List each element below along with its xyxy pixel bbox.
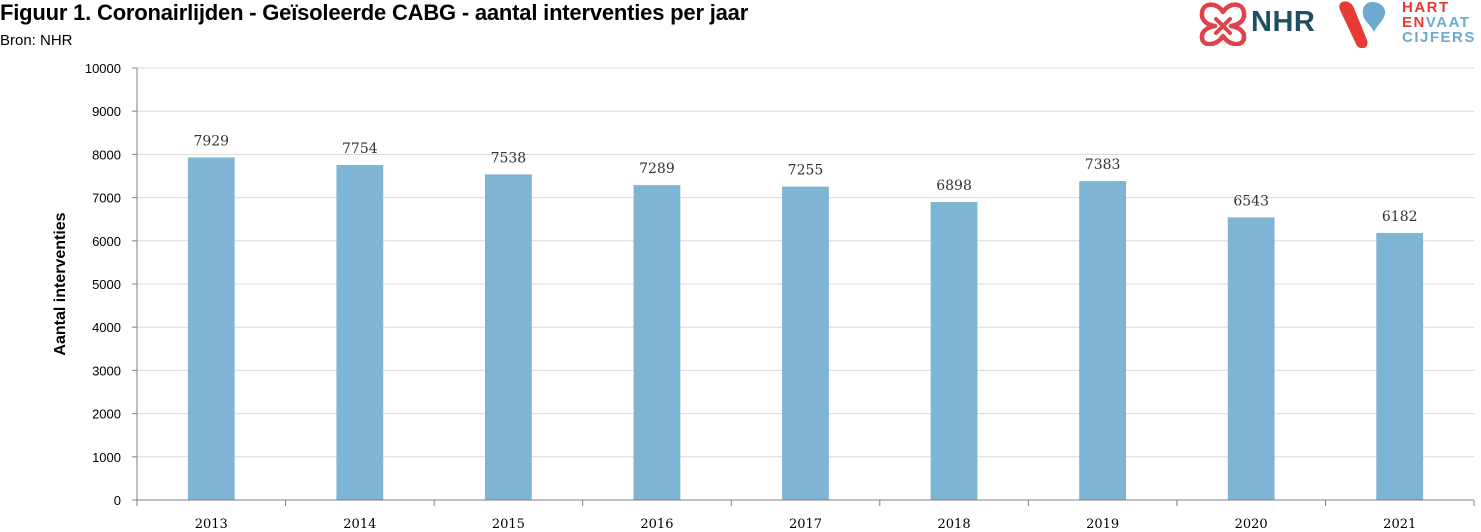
y-tick-label: 5000 bbox=[92, 277, 121, 292]
y-tick-label: 8000 bbox=[92, 147, 121, 162]
hartenvaatcijfers-logo: HART ENVAAT CIJFERS bbox=[1336, 0, 1481, 49]
data-label-2020: 6543 bbox=[1233, 193, 1269, 209]
hart-logo-line3: CIJFERS bbox=[1402, 29, 1476, 46]
x-tick-label-2016: 2016 bbox=[640, 517, 673, 532]
y-tick-label: 0 bbox=[114, 493, 121, 508]
x-tick-label-2018: 2018 bbox=[938, 517, 971, 532]
nhr-heart-icon bbox=[1199, 2, 1247, 47]
x-tick-label-2015: 2015 bbox=[492, 517, 525, 532]
y-tick-label: 3000 bbox=[92, 363, 121, 378]
x-tick-label-2020: 2020 bbox=[1235, 517, 1268, 532]
data-label-2017: 7255 bbox=[788, 163, 824, 179]
data-labels: 7929 7754 7538 7289 7255 6898 7383 6543 6182 bbox=[193, 133, 1417, 224]
bar-2021 bbox=[1376, 232, 1424, 500]
y-tick-label: 1000 bbox=[92, 450, 121, 465]
bar-2014 bbox=[336, 165, 384, 500]
bar-2016 bbox=[633, 185, 681, 500]
data-label-2013: 7929 bbox=[193, 133, 229, 149]
hart-vaat-icon bbox=[1339, 1, 1386, 49]
y-tick-label: 6000 bbox=[92, 234, 121, 249]
bar-2018 bbox=[930, 202, 978, 500]
chart-title: Figuur 1. Coronairlijden - Geïsoleerde C… bbox=[0, 0, 749, 25]
x-tick-label-2021: 2021 bbox=[1383, 517, 1416, 532]
bar-2013 bbox=[187, 157, 235, 500]
bar-2015 bbox=[484, 174, 532, 500]
y-tick-label: 2000 bbox=[92, 407, 121, 422]
x-axis-categories: 2013 2014 2015 2016 2017 2018 2019 2020 2021 bbox=[136, 500, 1475, 532]
x-tick-label-2014: 2014 bbox=[343, 517, 376, 532]
data-label-2021: 6182 bbox=[1382, 209, 1418, 225]
y-tick-label: 9000 bbox=[92, 104, 121, 119]
data-label-2019: 7383 bbox=[1085, 157, 1121, 173]
data-label-2018: 6898 bbox=[936, 178, 972, 194]
x-tick-label-2013: 2013 bbox=[195, 517, 228, 532]
bar-2017 bbox=[782, 186, 829, 501]
data-label-2016: 7289 bbox=[639, 161, 675, 177]
bar-2019 bbox=[1079, 181, 1127, 501]
hart-logo-text: HART ENVAAT CIJFERS bbox=[1402, 0, 1476, 45]
bars bbox=[187, 157, 1424, 501]
y-tick-label: 4000 bbox=[92, 320, 121, 335]
y-tick-label: 10000 bbox=[85, 61, 121, 76]
chart-source: Bron: NHR bbox=[0, 32, 73, 49]
x-tick-label-2017: 2017 bbox=[789, 517, 822, 532]
y-axis-label: Aantal interventies bbox=[52, 212, 69, 355]
hart-logo-line1: HART bbox=[1402, 0, 1450, 16]
data-label-2015: 7538 bbox=[491, 150, 527, 166]
nhr-logo: NHR bbox=[1197, 0, 1327, 47]
x-tick-label-2019: 2019 bbox=[1086, 517, 1119, 532]
nhr-logo-text: NHR bbox=[1251, 6, 1316, 38]
y-tick-label: 7000 bbox=[92, 191, 121, 206]
hart-logo-line2: ENVAAT bbox=[1402, 14, 1471, 31]
data-label-2014: 7754 bbox=[342, 141, 378, 157]
bar-2020 bbox=[1227, 217, 1275, 500]
